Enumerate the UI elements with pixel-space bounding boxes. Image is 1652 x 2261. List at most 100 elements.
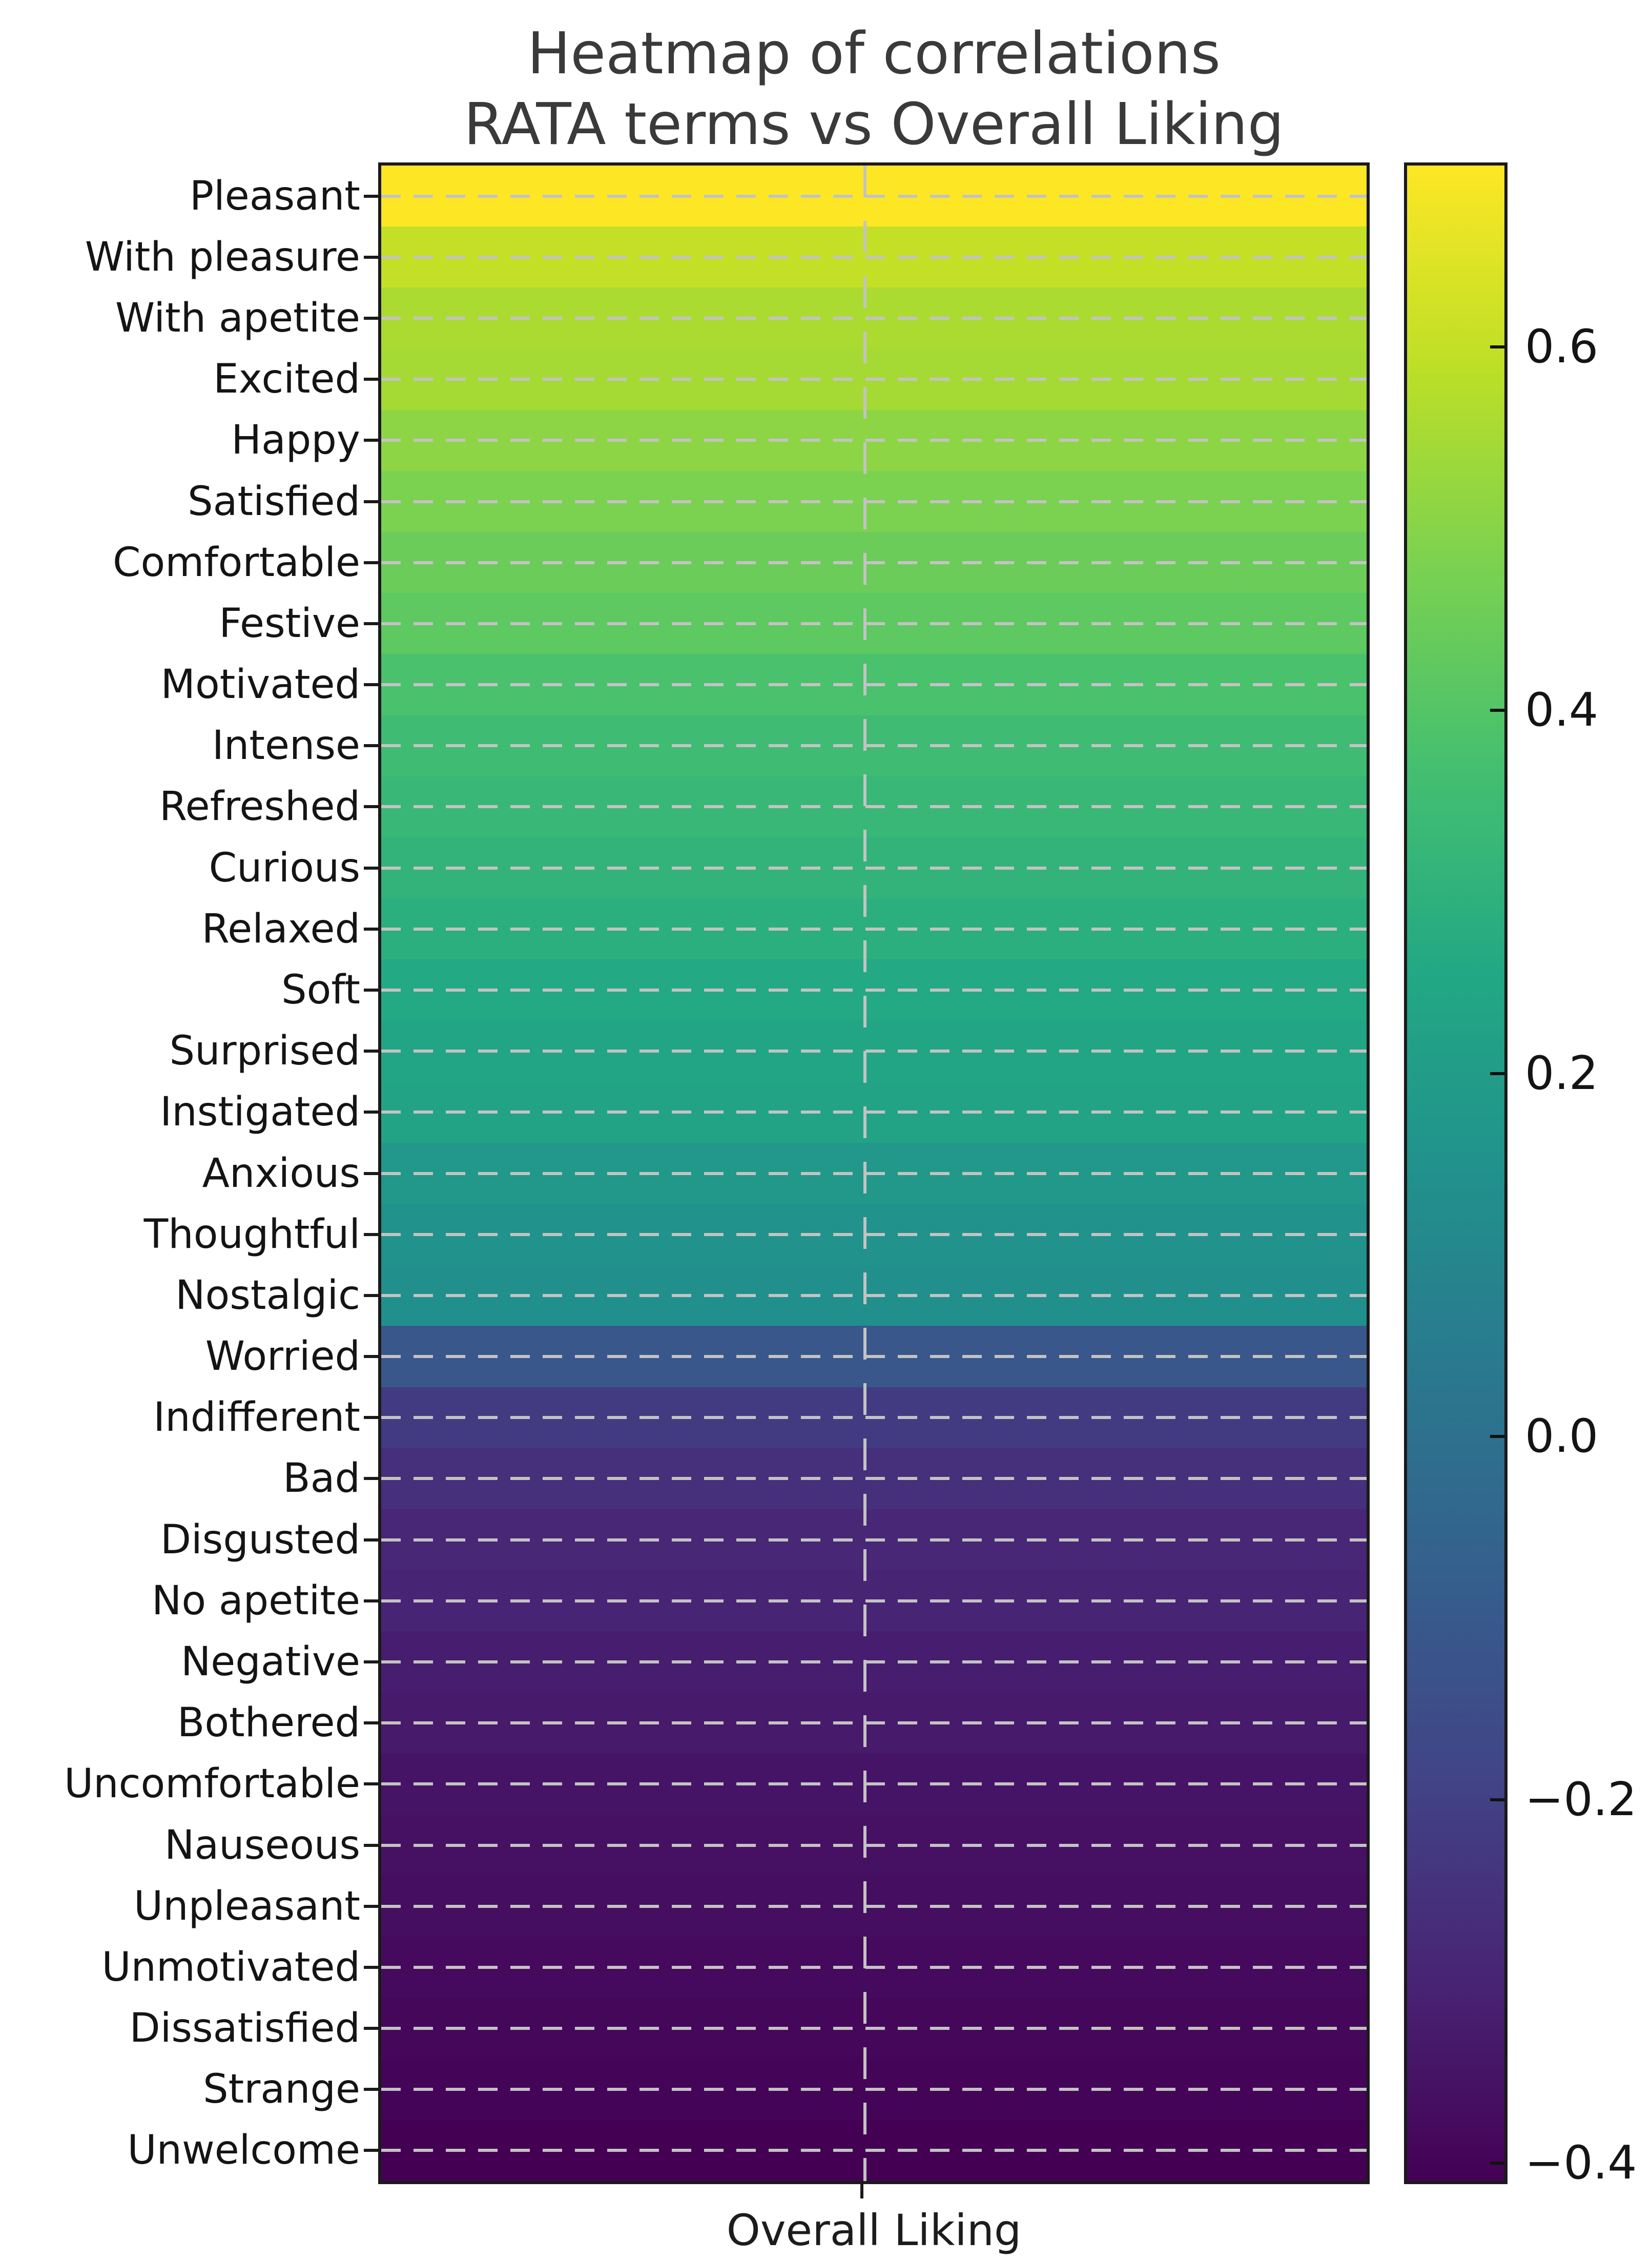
y-tick-mark xyxy=(364,316,378,320)
y-tick-label: Bad xyxy=(283,1455,360,1502)
colorbar xyxy=(1404,162,1508,2184)
y-tick-label: Strange xyxy=(203,2066,360,2113)
gridline-horizontal xyxy=(381,1721,1367,1725)
gridline-horizontal xyxy=(381,1050,1367,1053)
gridline-horizontal xyxy=(381,1477,1367,1481)
y-tick-mark xyxy=(364,1293,378,1297)
gridline-horizontal xyxy=(381,439,1367,442)
heatmap-plot xyxy=(378,162,1370,2184)
gridline-horizontal xyxy=(381,866,1367,870)
y-tick-mark xyxy=(364,866,378,870)
gridline-horizontal xyxy=(381,988,1367,992)
gridline-horizontal xyxy=(381,1599,1367,1602)
y-tick-mark xyxy=(364,378,378,381)
gridline-horizontal xyxy=(381,1538,1367,1541)
colorbar-tick-label: −0.2 xyxy=(1525,1772,1637,1826)
y-tick-mark xyxy=(364,194,378,198)
colorbar-tick-mark xyxy=(1490,1798,1504,1801)
y-tick-label: Dissatisfied xyxy=(129,2005,360,2052)
gridline-horizontal xyxy=(381,1232,1367,1236)
colorbar-tick-mark xyxy=(1490,345,1504,349)
y-tick-mark xyxy=(364,1538,378,1541)
colorbar-tick-label: 0.0 xyxy=(1525,1409,1599,1464)
gridline-horizontal xyxy=(381,500,1367,503)
y-tick-label: Satisfied xyxy=(188,478,360,525)
y-tick-label: Unpleasant xyxy=(134,1883,360,1929)
y-tick-mark xyxy=(364,561,378,564)
y-tick-mark xyxy=(364,927,378,931)
y-tick-mark xyxy=(364,1599,378,1602)
x-axis-label: Overall Liking xyxy=(726,2205,1022,2255)
colorbar-tick-mark xyxy=(1490,1435,1504,1438)
y-tick-label: Unwelcome xyxy=(127,2127,360,2174)
y-tick-mark xyxy=(364,1171,378,1175)
chart-title-line2: RATA terms vs Overall Liking xyxy=(464,91,1284,158)
y-tick-label: Happy xyxy=(231,417,360,464)
y-tick-label: Anxious xyxy=(202,1150,360,1197)
gridline-horizontal xyxy=(381,1416,1367,1420)
gridline-horizontal xyxy=(381,1843,1367,1847)
gridline-horizontal xyxy=(381,378,1367,381)
gridline-horizontal xyxy=(381,1660,1367,1663)
y-tick-label: Relaxed xyxy=(201,906,360,952)
y-tick-mark xyxy=(364,1355,378,1359)
y-tick-mark xyxy=(364,439,378,442)
y-tick-label: Negative xyxy=(180,1638,360,1685)
colorbar-tick-mark xyxy=(1490,1072,1504,1075)
y-tick-mark xyxy=(364,1111,378,1114)
y-tick-label: Unmotivated xyxy=(101,1944,360,1990)
y-tick-mark xyxy=(364,1782,378,1786)
y-tick-label: Nostalgic xyxy=(175,1272,360,1319)
colorbar-tick-mark xyxy=(1490,2161,1504,2165)
y-tick-label: Comfortable xyxy=(113,539,360,586)
y-tick-mark xyxy=(364,1050,378,1053)
gridline-horizontal xyxy=(381,927,1367,931)
y-tick-label: Excited xyxy=(213,356,360,403)
y-tick-mark xyxy=(364,1416,378,1420)
y-tick-label: No apetite xyxy=(152,1577,360,1624)
gridline-horizontal xyxy=(381,744,1367,748)
y-tick-mark xyxy=(364,1477,378,1481)
gridline-horizontal xyxy=(381,194,1367,198)
y-tick-mark xyxy=(364,683,378,687)
gridline-horizontal xyxy=(381,561,1367,564)
colorbar-tick-mark xyxy=(1490,708,1504,712)
y-tick-mark xyxy=(364,2088,378,2091)
gridline-horizontal xyxy=(381,1293,1367,1297)
y-tick-label: Instigated xyxy=(160,1089,360,1136)
gridline-horizontal xyxy=(381,2027,1367,2030)
gridline-horizontal xyxy=(381,1111,1367,1114)
y-tick-label: With pleasure xyxy=(85,234,360,280)
colorbar-tick-label: −0.4 xyxy=(1525,2135,1637,2190)
gridline-horizontal xyxy=(381,683,1367,687)
y-tick-label: Disgusted xyxy=(160,1516,360,1563)
y-tick-label: Surprised xyxy=(169,1028,360,1075)
x-tick-mark xyxy=(860,2184,863,2198)
y-tick-mark xyxy=(364,744,378,748)
chart-title: Heatmap of correlations RATA terms vs Ov… xyxy=(378,18,1370,160)
y-tick-label: Worried xyxy=(205,1333,360,1380)
y-tick-mark xyxy=(364,622,378,625)
gridline-horizontal xyxy=(381,255,1367,259)
y-tick-mark xyxy=(364,2027,378,2030)
y-tick-mark xyxy=(364,1843,378,1847)
y-tick-label: Nauseous xyxy=(164,1822,360,1868)
gridline-horizontal xyxy=(381,1171,1367,1175)
y-tick-label: Motivated xyxy=(160,662,360,708)
y-tick-label: Pleasant xyxy=(190,173,360,219)
colorbar-gradient xyxy=(1407,166,1504,2181)
gridline-horizontal xyxy=(381,622,1367,625)
y-tick-label: Uncomfortable xyxy=(64,1761,360,1807)
chart-title-line1: Heatmap of correlations xyxy=(527,20,1221,87)
gridline-horizontal xyxy=(381,805,1367,809)
gridline-horizontal xyxy=(381,2149,1367,2152)
y-tick-mark xyxy=(364,1660,378,1663)
y-tick-label: Refreshed xyxy=(159,784,360,830)
y-tick-label: Intense xyxy=(212,723,360,769)
y-tick-mark xyxy=(364,988,378,992)
gridline-horizontal xyxy=(381,2088,1367,2091)
gridline-horizontal xyxy=(381,316,1367,320)
y-tick-label: With apetite xyxy=(115,295,360,341)
y-tick-label: Indifferent xyxy=(153,1394,360,1441)
